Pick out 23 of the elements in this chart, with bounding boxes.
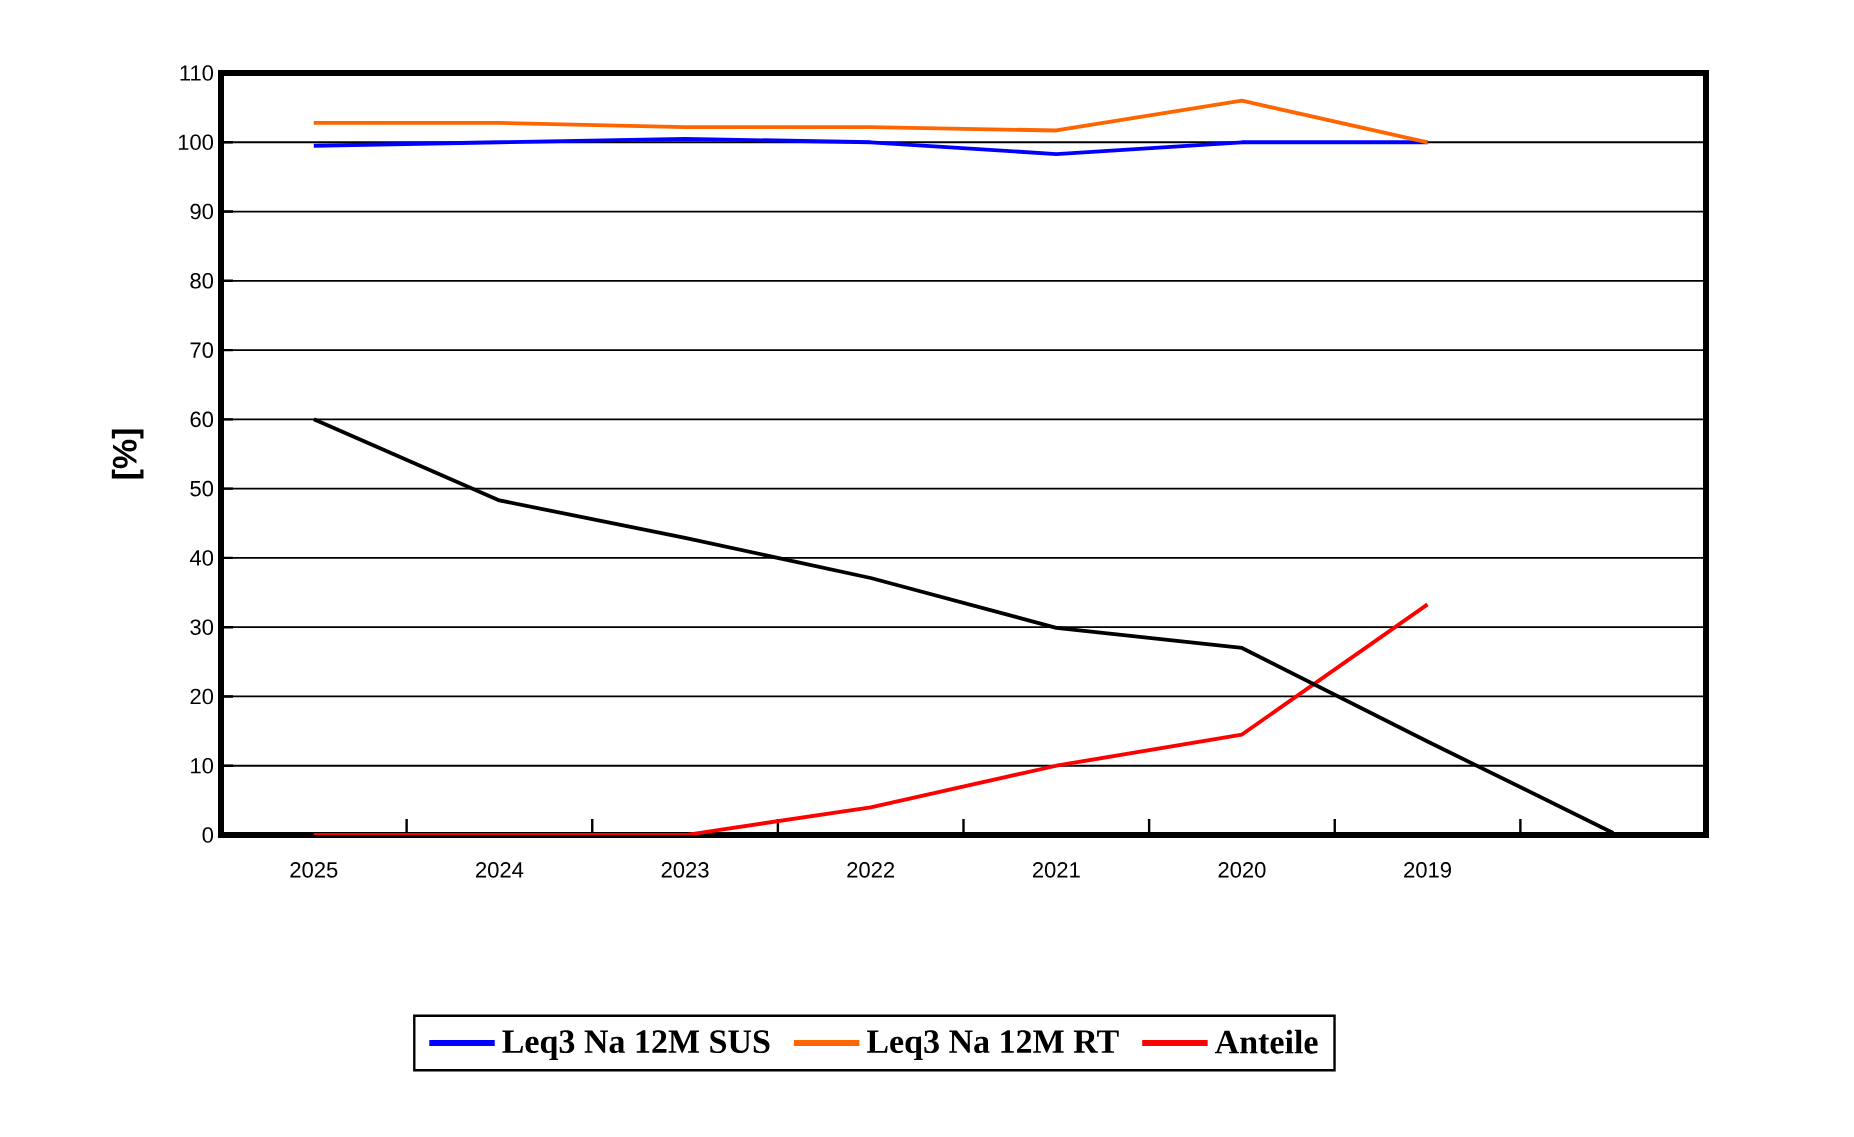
y-tick-label: 10 xyxy=(191,757,214,774)
x-tick-label: 2022 xyxy=(847,862,895,878)
y-axis-title: [%] xyxy=(111,429,144,479)
y-tick-label: 100 xyxy=(178,134,214,151)
y-tick-label: 30 xyxy=(190,619,214,635)
y-tick-label: 50 xyxy=(190,480,214,497)
y-tick-label: 40 xyxy=(189,550,214,566)
legend-label: Anteile xyxy=(1215,1029,1318,1054)
y-tick-label: 80 xyxy=(190,273,214,289)
x-tick-label: 2024 xyxy=(476,862,524,878)
y-tick-label: 60 xyxy=(190,411,214,428)
x-tick-label: 2021 xyxy=(1032,862,1080,878)
y-tick-label: 20 xyxy=(190,688,214,705)
x-tick-label: 2019 xyxy=(1404,862,1451,878)
y-tick-label: 0 xyxy=(202,827,214,843)
legend-label: Leq3 Na 12M SUS xyxy=(502,1030,770,1061)
y-tick-label: 110 xyxy=(180,65,214,81)
y-tick-label: 70 xyxy=(190,342,214,358)
y-tick-label: 90 xyxy=(190,203,214,220)
legend-label: Leq3 Na 12M RT xyxy=(866,1030,1119,1061)
x-tick-label: 2020 xyxy=(1218,862,1266,878)
x-tick-label: 2023 xyxy=(661,862,709,878)
x-tick-label: 2025 xyxy=(290,862,338,878)
